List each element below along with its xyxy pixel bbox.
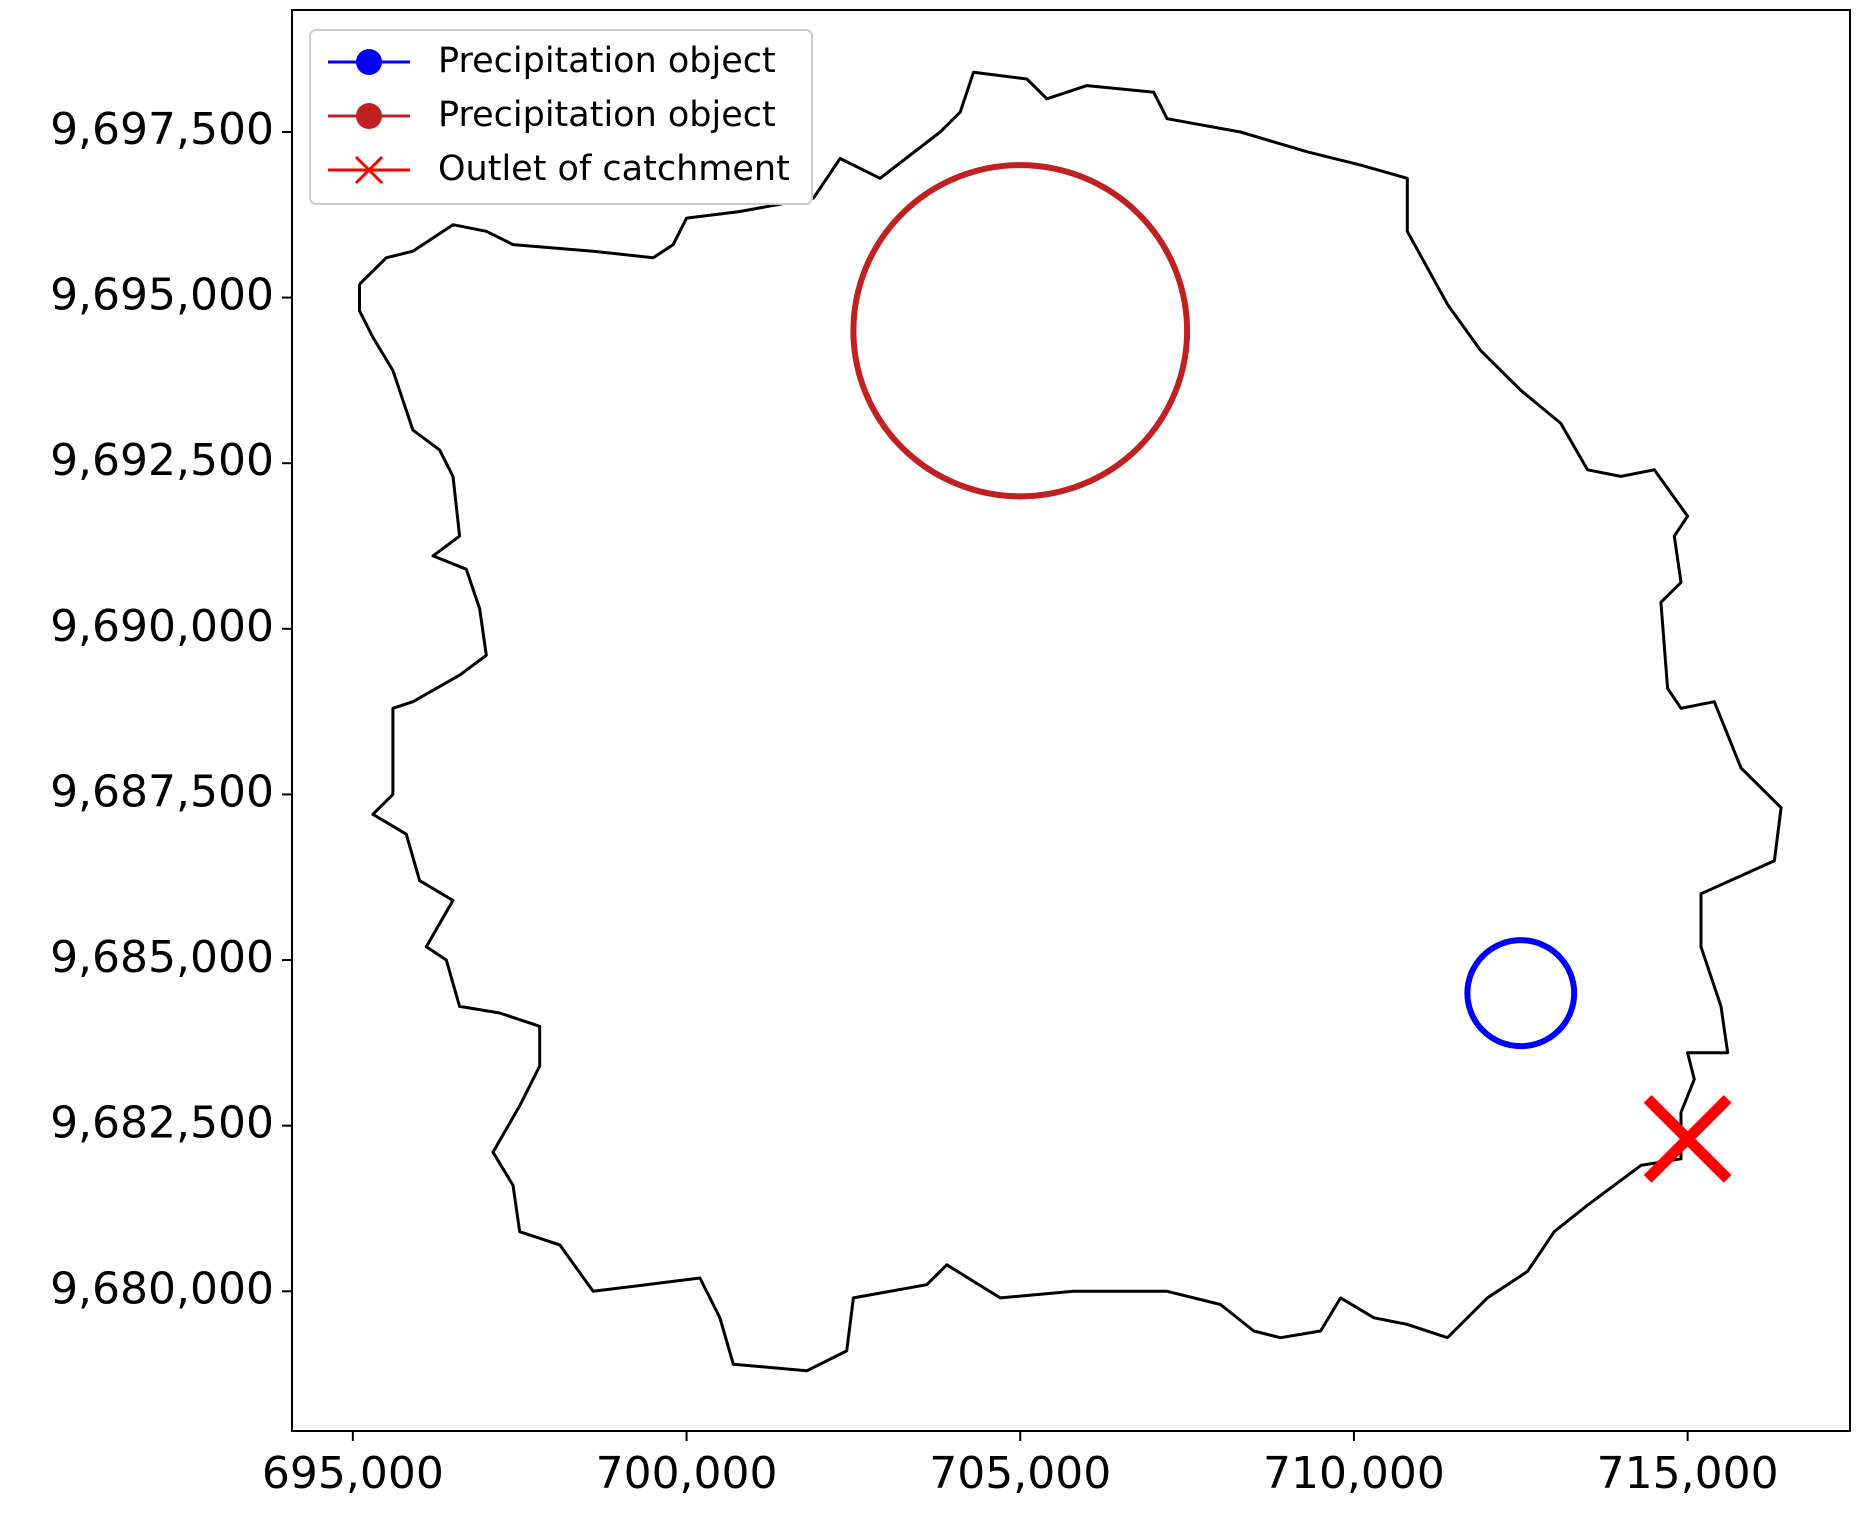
y-tick-label: 9,682,500 — [50, 1098, 274, 1149]
legend-marker — [356, 49, 382, 75]
plot-frame — [291, 9, 1851, 1432]
legend-marker — [354, 155, 384, 185]
legend-marker — [356, 103, 382, 129]
legend-label: Precipitation object — [438, 41, 776, 81]
y-tick-label: 9,687,500 — [50, 766, 274, 817]
outlet-stroke — [1643, 1095, 1732, 1183]
y-tick-label: 9,692,500 — [50, 435, 274, 486]
outlet-marker — [1643, 1095, 1732, 1183]
x-tick-label: 715,000 — [1597, 1448, 1779, 1499]
precipitation-object — [850, 162, 1191, 500]
y-tick-label: 9,697,500 — [50, 104, 274, 155]
x-tick-label: 705,000 — [929, 1448, 1111, 1499]
legend-label: Outlet of catchment — [438, 149, 790, 189]
x-tick-label: 710,000 — [1263, 1448, 1445, 1499]
legend-label: Precipitation object — [438, 95, 776, 135]
catchment-boundary — [358, 70, 1783, 1373]
legend-box — [309, 29, 813, 205]
y-tick-label: 9,695,000 — [50, 270, 274, 321]
y-tick-label: 9,690,000 — [50, 601, 274, 652]
precipitation-object — [1464, 937, 1578, 1050]
x-tick-label: 695,000 — [262, 1448, 444, 1499]
x-tick-label: 700,000 — [596, 1448, 778, 1499]
y-tick-label: 9,680,000 — [50, 1263, 274, 1314]
y-tick-label: 9,685,000 — [50, 932, 274, 983]
